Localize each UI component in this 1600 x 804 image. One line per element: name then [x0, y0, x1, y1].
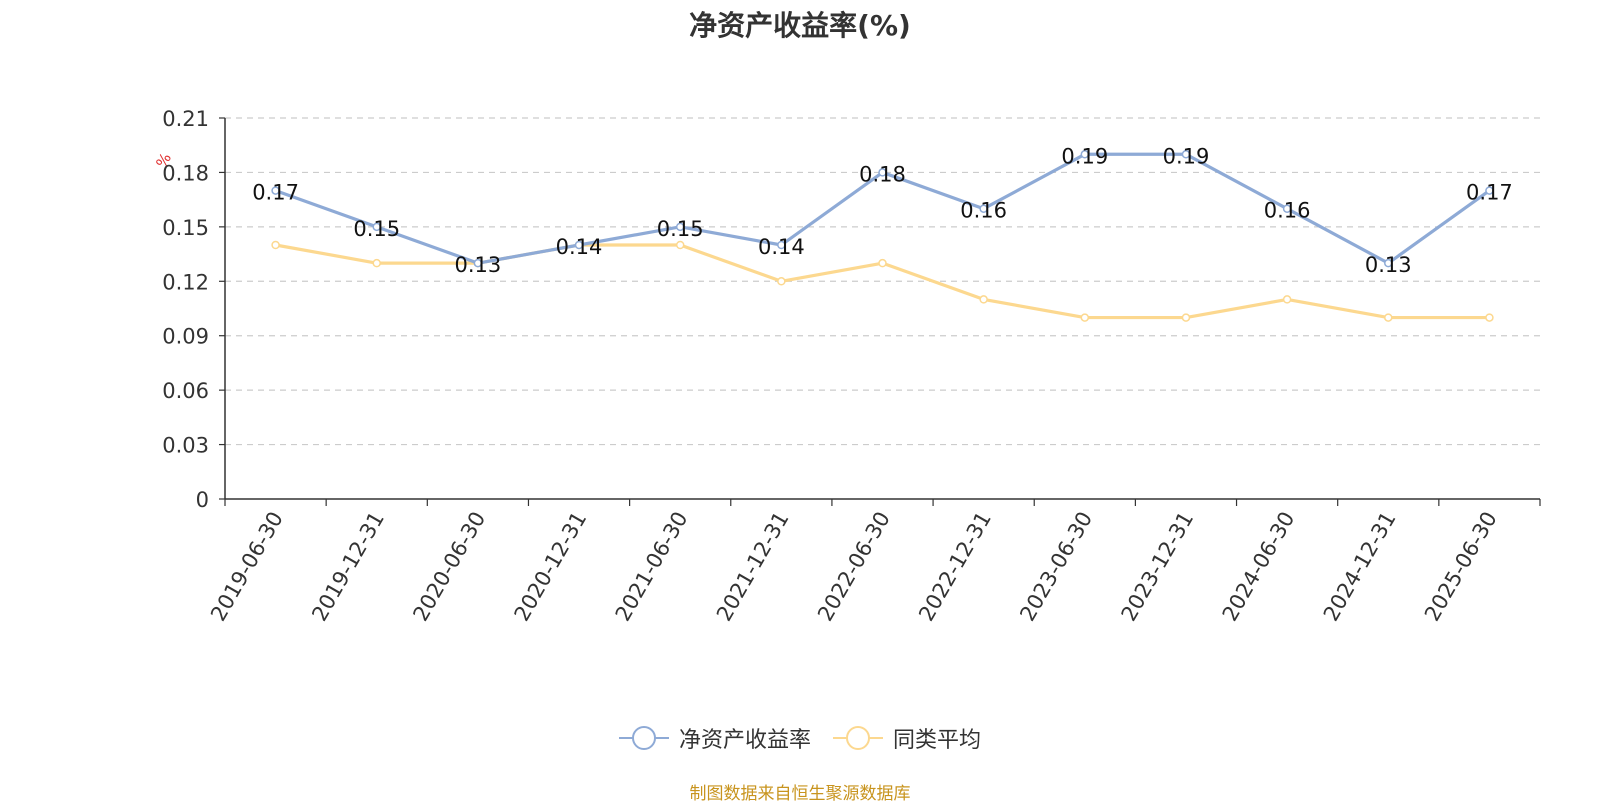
data-point[interactable]	[777, 240, 786, 250]
data-point[interactable]	[1384, 258, 1393, 268]
legend-item-avg[interactable]: 同类平均	[833, 722, 981, 754]
data-label: 0.17	[1466, 181, 1513, 205]
data-point[interactable]	[271, 186, 280, 195]
x-tick-label: 2021-12-31	[712, 508, 794, 626]
data-label: 0.14	[556, 235, 603, 259]
data-label: 0.17	[252, 181, 299, 205]
data-point[interactable]	[1181, 150, 1191, 159]
x-tick-label: 2024-12-31	[1319, 508, 1401, 626]
data-point[interactable]	[979, 295, 988, 304]
data-label: 0.13	[1365, 253, 1412, 277]
data-label: 0.16	[1264, 199, 1311, 223]
y-tick-label: 0.03	[162, 434, 209, 458]
data-point[interactable]	[1485, 186, 1494, 195]
legend-label-avg: 同类平均	[893, 728, 982, 753]
axes: %	[152, 118, 1540, 500]
x-tick-label: 2020-12-31	[510, 508, 592, 626]
y-tick-label: 0.09	[162, 325, 209, 349]
y-tick-label: 0.12	[162, 270, 209, 294]
data-point[interactable]	[574, 240, 584, 250]
data-point[interactable]	[675, 240, 685, 250]
data-label: 0.14	[758, 235, 805, 259]
y-tick-label: 0.18	[162, 161, 209, 185]
series-lines	[271, 150, 1494, 322]
data-point[interactable]	[979, 204, 988, 213]
x-tick-label: 2022-06-30	[813, 508, 895, 626]
x-tick-label: 2019-06-30	[206, 508, 288, 626]
y-tick-label: 0.21	[162, 107, 209, 131]
data-label: 0.13	[455, 253, 502, 277]
y-tick-label: 0	[196, 488, 209, 512]
x-tick-label: 2025-06-30	[1420, 508, 1502, 626]
data-point[interactable]	[1485, 313, 1494, 322]
data-point[interactable]	[1080, 150, 1090, 159]
legend-line-circle-icon	[618, 726, 669, 750]
x-tick-label: 2023-12-31	[1116, 508, 1198, 626]
x-tick-label: 2022-12-31	[914, 508, 996, 626]
y-tick-label: 0.06	[162, 379, 209, 403]
data-point[interactable]	[1181, 313, 1191, 322]
data-point[interactable]	[1282, 204, 1292, 213]
data-point[interactable]	[1282, 295, 1292, 304]
data-point[interactable]	[1384, 313, 1393, 322]
data-point[interactable]	[878, 168, 887, 177]
data-labels: 0.17 0.15 0.13 0.14 0.15 0.14 0.18 0.16 0.19 0.19…	[252, 144, 1513, 277]
legend-item-roe[interactable]: 净资产收益率	[618, 722, 811, 754]
legend-label-roe: 净资产收益率	[678, 728, 811, 753]
x-tick-label: 2019-12-31	[307, 508, 389, 626]
chart-title: 净资产收益率(%)	[689, 9, 911, 42]
legend: 净资产收益率 同类平均	[0, 722, 1600, 754]
data-label: 0.15	[657, 217, 704, 241]
y-tick-label: 0.15	[162, 216, 209, 240]
data-label: 0.19	[1163, 144, 1210, 168]
data-label: 0.19	[1061, 144, 1108, 168]
x-tick-label: 2023-06-30	[1015, 508, 1097, 626]
data-point[interactable]	[372, 222, 381, 232]
data-point[interactable]	[1080, 313, 1090, 322]
legend-line-circle-icon	[833, 726, 883, 750]
x-tick-label: 2024-06-30	[1218, 508, 1300, 626]
data-point[interactable]	[271, 240, 280, 250]
data-point[interactable]	[878, 258, 887, 268]
data-point[interactable]	[473, 258, 483, 268]
data-point[interactable]	[777, 277, 786, 286]
data-label: 0.16	[960, 199, 1007, 223]
x-tick-labels: 2019-06-30 2019-12-31 2020-06-30 2020-12-31…	[206, 499, 1541, 626]
data-point[interactable]	[675, 222, 685, 232]
y-tick-labels: 0 0.03 0.06 0.09 0.12 0.15 0.18 0.21	[162, 107, 225, 512]
x-tick-label: 2020-06-30	[408, 508, 490, 626]
x-tick-label: 2021-06-30	[611, 508, 693, 626]
data-point[interactable]	[372, 258, 381, 268]
data-label: 0.15	[353, 217, 400, 241]
source-note: 制图数据来自恒生聚源数据库	[689, 784, 911, 804]
data-label: 0.18	[859, 162, 906, 186]
